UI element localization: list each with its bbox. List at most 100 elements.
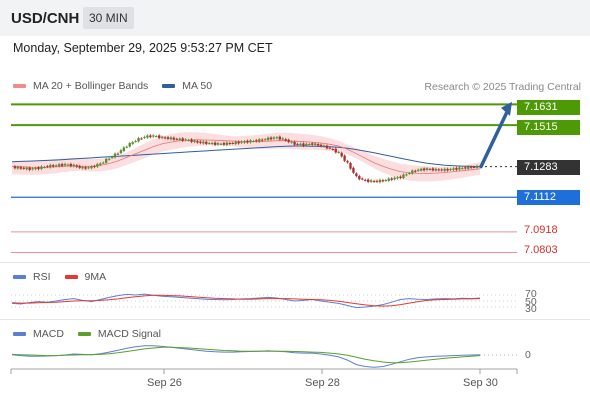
candle-body	[28, 167, 31, 170]
candle-body	[66, 164, 70, 166]
candle-body	[272, 137, 276, 139]
legend-ma20: MA 20 + Bollinger Bands	[13, 80, 148, 92]
candle-body	[119, 150, 123, 154]
ma50-swatch	[162, 84, 176, 88]
candle-body	[202, 141, 205, 144]
candle-body	[134, 141, 137, 143]
candle-body	[443, 168, 446, 171]
candle-body	[290, 141, 293, 143]
candle-body	[284, 139, 287, 141]
candle-body	[455, 167, 458, 170]
candle-body	[434, 168, 438, 171]
candle-body	[440, 169, 443, 171]
candle-body	[160, 136, 164, 138]
candle-body	[169, 137, 173, 140]
candle-body	[275, 137, 279, 139]
level-label-2: 7.1515	[517, 120, 580, 135]
candle-body	[116, 153, 120, 155]
candle-body	[22, 167, 25, 169]
candle-body	[458, 167, 461, 170]
macd-zero-label: 0	[525, 349, 531, 361]
candle-body	[140, 138, 143, 140]
candle-body	[43, 167, 46, 169]
candle-body	[414, 170, 417, 172]
candle-body	[222, 143, 226, 145]
candle-body	[361, 178, 364, 180]
candle-body	[57, 164, 61, 167]
candle-body	[205, 141, 208, 144]
candle-body	[381, 180, 385, 182]
candle-body	[293, 141, 296, 145]
header-bar: USD/CNH 30 MIN	[0, 0, 590, 36]
candle-body	[31, 168, 34, 170]
candle-body	[84, 167, 87, 169]
candle-body	[40, 166, 43, 169]
x-label-sep30: Sep 30	[463, 377, 498, 389]
candle-body	[81, 167, 84, 169]
candle-body	[199, 141, 202, 143]
candle-body	[387, 178, 390, 181]
candle-body	[175, 138, 179, 140]
candle-body	[137, 138, 140, 142]
candle-body	[340, 152, 343, 157]
candle-body	[402, 174, 405, 178]
timeframe-button[interactable]: 30 MIN	[83, 7, 134, 29]
candle-body	[90, 166, 93, 169]
legend-macd: MACD	[13, 328, 64, 340]
candle-body	[75, 165, 78, 167]
candle-body	[113, 153, 117, 158]
macd-signal-line	[11, 346, 481, 364]
candle-body	[452, 168, 455, 170]
panel-divider-rsi	[0, 262, 590, 263]
candle-body	[260, 139, 264, 141]
candle-body	[193, 140, 196, 142]
candle-body	[296, 143, 299, 145]
candle-body	[337, 152, 340, 154]
candle-body	[107, 158, 111, 160]
candle-body	[325, 145, 329, 149]
support-label-1: 7.0918	[524, 224, 558, 236]
panel-divider-macd	[0, 319, 590, 320]
candle-body	[210, 142, 214, 144]
candle-body	[63, 163, 67, 166]
macd-line	[11, 345, 481, 368]
level-label-1: 7.1631	[517, 100, 580, 115]
candle-body	[299, 143, 302, 145]
legend-9ma-label: 9MA	[84, 271, 107, 283]
candle-body	[263, 139, 267, 141]
candle-body	[178, 138, 181, 140]
candle-body	[231, 142, 234, 144]
candle-body	[416, 169, 420, 171]
candle-body	[208, 143, 211, 145]
candle-body	[143, 136, 146, 138]
candle-body	[281, 138, 284, 140]
candle-body	[408, 173, 411, 175]
candle-body	[278, 136, 282, 140]
candle-body	[240, 141, 243, 143]
candle-body	[149, 135, 152, 138]
candle-body	[104, 158, 108, 163]
candle-body	[172, 137, 176, 140]
candle-body	[152, 135, 155, 137]
candle-body	[311, 143, 314, 145]
candle-body	[375, 180, 379, 182]
candle-body	[52, 165, 55, 167]
candle-body	[125, 146, 128, 148]
candle-body	[87, 167, 90, 169]
candle-body	[431, 168, 435, 171]
candle-body	[428, 169, 432, 171]
candle-body	[287, 139, 290, 143]
candle-body	[322, 145, 326, 147]
candle-body	[13, 166, 17, 169]
candle-body	[305, 143, 308, 146]
candle-body	[187, 140, 190, 142]
candle-body	[372, 181, 376, 183]
candle-body	[190, 139, 193, 142]
candle-body	[72, 164, 76, 167]
candle-body	[46, 166, 49, 168]
candle-body	[60, 164, 64, 166]
candle-body	[96, 164, 99, 167]
x-label-sep26: Sep 26	[147, 377, 182, 389]
candle-body	[352, 167, 355, 173]
candle-body	[449, 168, 452, 170]
